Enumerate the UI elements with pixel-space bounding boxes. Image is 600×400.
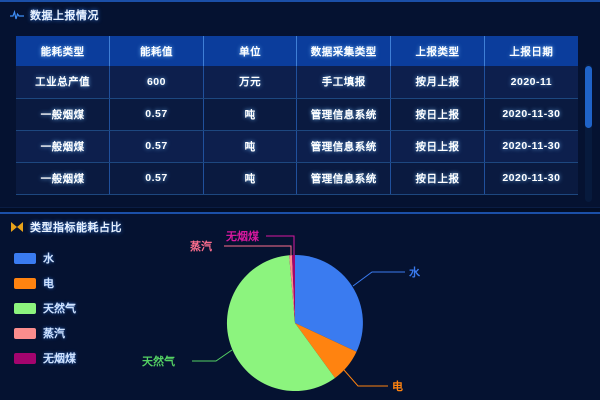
cell-report-date: 2020-11-30: [484, 162, 578, 195]
pie-label-electricity: 电: [392, 379, 403, 393]
data-report-table: 能耗类型 能耗值 单位 数据采集类型 上报类型 上报日期 工业总产值 600 万…: [16, 36, 578, 195]
table-panel-title: 数据上报情况: [30, 10, 99, 22]
legend-item-natural-gas[interactable]: 天然气: [14, 300, 76, 316]
pie-slices: [226, 255, 363, 392]
cell-report-date: 2020-11: [484, 66, 578, 99]
cell-report-type: 按月上报: [390, 66, 485, 99]
cell-collect-type: 管理信息系统: [296, 98, 392, 131]
cell-energy-type: 一般烟煤: [16, 130, 111, 163]
energy-ratio-panel: 类型指标能耗占比 水 电 天然气 蒸汽 无烟煤: [0, 212, 600, 400]
pie-label-water: 水: [409, 265, 421, 279]
pie-slice-steam[interactable]: [289, 255, 295, 323]
leader-line-steam: [224, 245, 292, 255]
legend-swatch-icon: [14, 352, 36, 364]
column-header-collect-type[interactable]: 数据采集类型: [296, 36, 392, 66]
leader-line-natural-gas: [192, 349, 233, 362]
cell-collect-type: 管理信息系统: [296, 162, 392, 195]
cell-collect-type: 管理信息系统: [296, 130, 392, 163]
pie-slice-water[interactable]: [295, 255, 363, 352]
pie-label-steam: 蒸汽: [190, 239, 212, 253]
pulse-wave-icon: [10, 9, 24, 21]
pie-chart-svg: 水 电 天然气 蒸汽 无烟煤: [142, 229, 421, 393]
column-header-report-type[interactable]: 上报类型: [390, 36, 485, 66]
table-header: 能耗类型 能耗值 单位 数据采集类型 上报类型 上报日期: [16, 36, 578, 66]
cell-energy-value: 0.57: [109, 162, 204, 195]
table-row[interactable]: 一般烟煤 0.57 吨 管理信息系统 按日上报 2020-11-30: [16, 130, 578, 163]
cell-unit: 万元: [203, 66, 298, 99]
legend-label: 天然气: [43, 303, 76, 315]
pie-slice-natural-gas[interactable]: [226, 255, 335, 392]
cell-energy-type: 一般烟煤: [16, 98, 111, 131]
cell-collect-type: 手工填报: [296, 66, 392, 99]
legend-item-electricity[interactable]: 电: [14, 275, 76, 291]
cell-energy-type: 一般烟煤: [16, 162, 111, 195]
pie-slice-anthracite[interactable]: [292, 255, 295, 323]
cell-energy-value: 0.57: [109, 130, 204, 163]
cell-energy-value: 0.57: [109, 98, 204, 131]
legend-item-water[interactable]: 水: [14, 250, 76, 266]
cell-unit: 吨: [203, 98, 298, 131]
leader-line-electricity: [343, 369, 388, 387]
cell-report-type: 按日上报: [390, 130, 485, 163]
legend-swatch-icon: [14, 302, 36, 314]
pie-label-natural-gas: 天然气: [142, 354, 175, 368]
legend-label: 蒸汽: [43, 328, 65, 340]
pie-slice-electricity[interactable]: [295, 323, 357, 378]
cell-unit: 吨: [203, 162, 298, 195]
table-body: 工业总产值 600 万元 手工填报 按月上报 2020-11 一般烟煤 0.57…: [16, 66, 578, 195]
legend-swatch-icon: [14, 327, 36, 339]
vertical-scrollbar[interactable]: [585, 64, 592, 202]
column-header-energy-value[interactable]: 能耗值: [109, 36, 204, 66]
legend-swatch-icon: [14, 252, 36, 264]
chart-panel-title: 类型指标能耗占比: [30, 222, 122, 234]
bowtie-icon: [10, 221, 24, 233]
table-panel-header: 数据上报情况: [0, 2, 600, 28]
cell-report-type: 按日上报: [390, 98, 485, 131]
pie-label-anthracite: 无烟煤: [225, 229, 260, 243]
leader-line-anthracite: [266, 235, 295, 255]
legend-label: 无烟煤: [43, 353, 76, 365]
table-row[interactable]: 一般烟煤 0.57 吨 管理信息系统 按日上报 2020-11-30: [16, 98, 578, 131]
pie-chart[interactable]: 水 电 天然气 蒸汽 无烟煤: [120, 228, 590, 400]
legend-label: 电: [43, 278, 54, 290]
legend-label: 水: [43, 253, 54, 265]
cell-energy-value: 600: [109, 66, 204, 99]
legend-item-steam[interactable]: 蒸汽: [14, 325, 76, 341]
table-row[interactable]: 工业总产值 600 万元 手工填报 按月上报 2020-11: [16, 66, 578, 99]
legend-item-anthracite[interactable]: 无烟煤: [14, 350, 76, 366]
cell-energy-type: 工业总产值: [16, 66, 111, 99]
cell-report-type: 按日上报: [390, 162, 485, 195]
scrollbar-thumb[interactable]: [585, 66, 592, 128]
column-header-energy-type[interactable]: 能耗类型: [16, 36, 111, 66]
table-header-row: 能耗类型 能耗值 单位 数据采集类型 上报类型 上报日期: [16, 36, 578, 66]
chart-legend: 水 电 天然气 蒸汽 无烟煤: [14, 250, 76, 366]
column-header-report-date[interactable]: 上报日期: [484, 36, 578, 66]
pie-leader-lines: [192, 235, 405, 387]
data-report-panel: 数据上报情况 能耗类型 能耗值 单位 数据采集类型 上报类型 上报日期 工业: [0, 0, 600, 208]
legend-swatch-icon: [14, 277, 36, 289]
column-header-unit[interactable]: 单位: [203, 36, 298, 66]
data-table-container[interactable]: 能耗类型 能耗值 单位 数据采集类型 上报类型 上报日期 工业总产值 600 万…: [16, 36, 584, 202]
table-row[interactable]: 一般烟煤 0.57 吨 管理信息系统 按日上报 2020-11-30: [16, 162, 578, 195]
chart-panel-header: 类型指标能耗占比: [0, 214, 600, 240]
leader-line-water: [352, 271, 405, 287]
cell-report-date: 2020-11-30: [484, 98, 578, 131]
cell-unit: 吨: [203, 130, 298, 163]
cell-report-date: 2020-11-30: [484, 130, 578, 163]
